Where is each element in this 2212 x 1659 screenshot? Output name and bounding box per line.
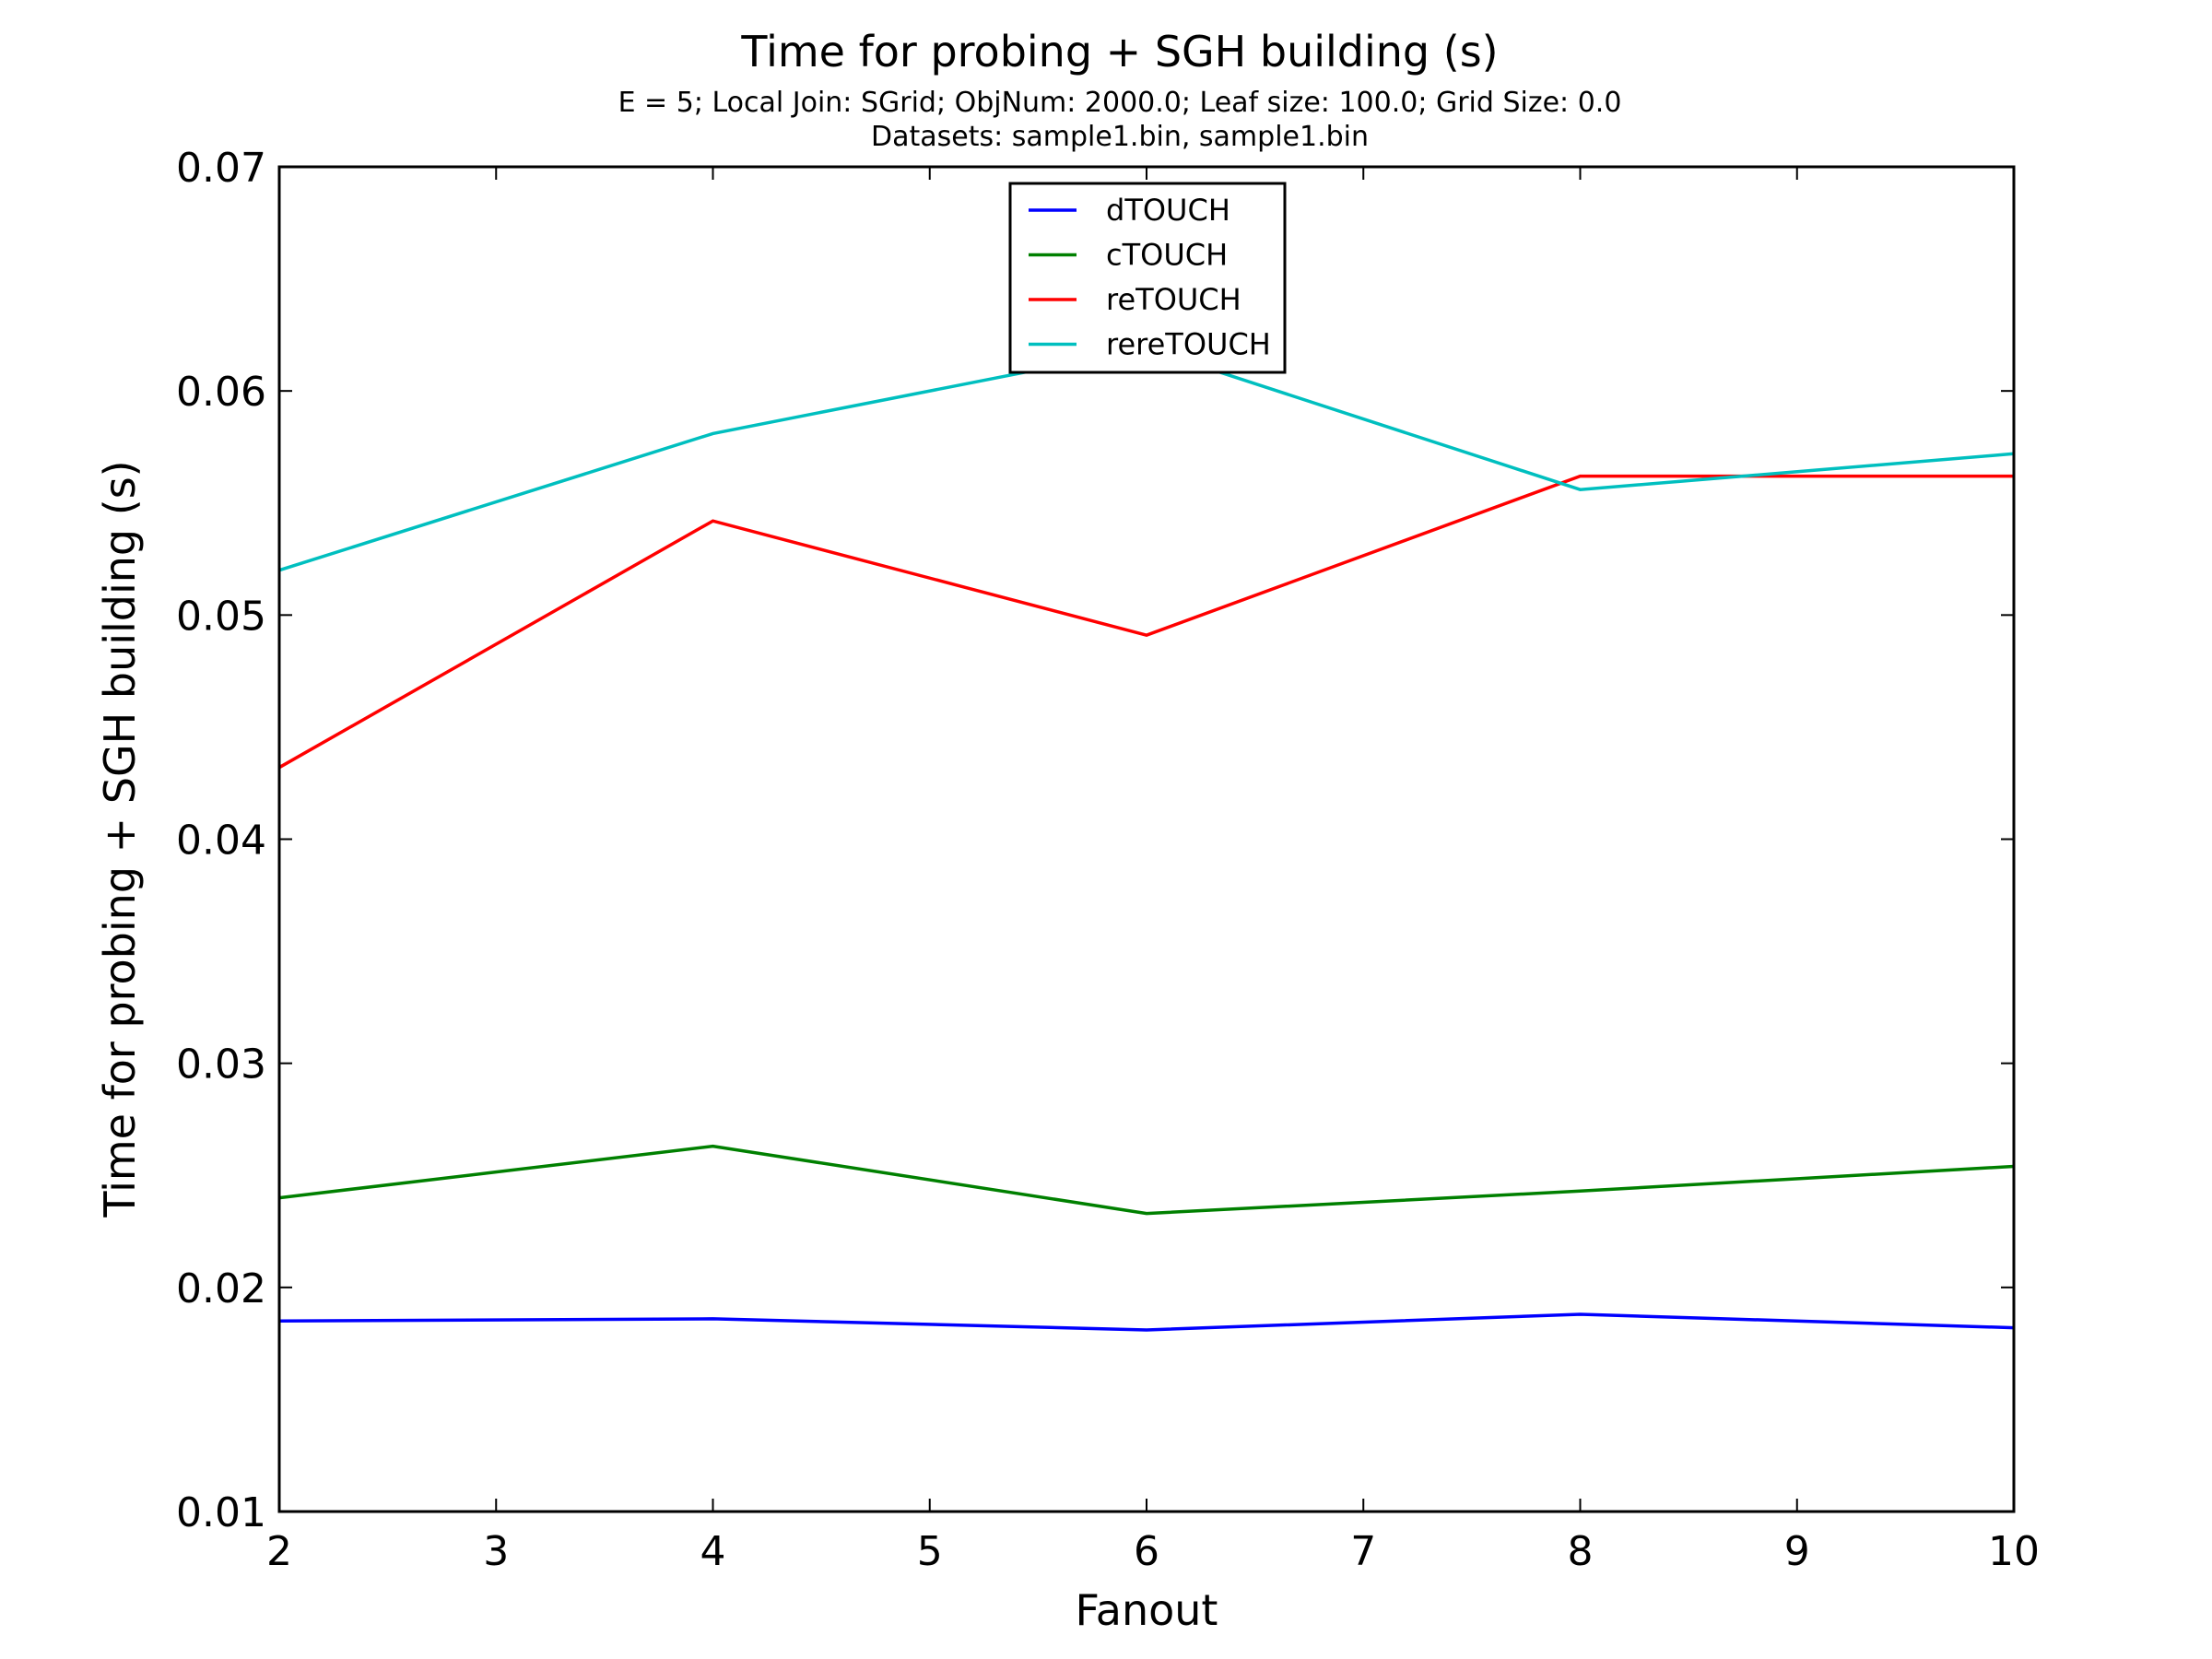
y-axis-label: Time for probing + SGH building (s) (95, 460, 145, 1218)
y-axis: 0.01 0.02 0.03 0.04 0.05 0.06 0.07 (176, 145, 2014, 1536)
y-tick-label: 0.01 (176, 1489, 266, 1536)
x-tick-label: 9 (1784, 1528, 1810, 1575)
x-axis-label: Fanout (1076, 1585, 1218, 1635)
legend-label-cTOUCH: cTOUCH (1106, 238, 1228, 273)
x-tick-label: 10 (1988, 1528, 2040, 1575)
legend-label-rereTOUCH: rereTOUCH (1106, 327, 1271, 362)
legend-label-dTOUCH: dTOUCH (1106, 193, 1230, 228)
x-tick-label: 5 (917, 1528, 943, 1575)
plot-area (278, 347, 2015, 1332)
y-tick-label: 0.06 (176, 369, 266, 416)
x-tick-label: 6 (1134, 1528, 1159, 1575)
legend: dTOUCH cTOUCH reTOUCH rereTOUCH (1008, 182, 1287, 374)
legend-label-reTOUCH: reTOUCH (1106, 282, 1241, 317)
y-tick-label: 0.05 (176, 593, 266, 640)
chart-datasets-subtitle: Datasets: sample1.bin, sample1.bin (871, 121, 1369, 153)
x-tick-label: 8 (1568, 1528, 1594, 1575)
x-tick-label: 4 (700, 1528, 726, 1575)
legend-box (1008, 182, 1287, 374)
plot-frame (277, 165, 2016, 1513)
x-tick-label: 2 (266, 1528, 292, 1575)
series-line-rereTOUCH (278, 347, 2015, 572)
y-tick-label: 0.02 (176, 1265, 266, 1312)
x-tick-label: 7 (1350, 1528, 1376, 1575)
series-line-cTOUCH (278, 1144, 2015, 1216)
y-tick-label: 0.03 (176, 1041, 266, 1088)
chart-title: Time for probing + SGH building (s) (740, 27, 1498, 76)
y-tick-label: 0.04 (176, 818, 266, 865)
x-tick-label: 3 (483, 1528, 509, 1575)
x-axis: 2 3 4 5 6 7 8 9 10 (266, 167, 2040, 1575)
series-line-dTOUCH (278, 1312, 2015, 1332)
chart-subtitle: E = 5; Local Join: SGrid; ObjNum: 2000.0… (618, 87, 1622, 119)
series-line-reTOUCH (278, 474, 2014, 770)
y-tick-label: 0.07 (176, 145, 266, 192)
